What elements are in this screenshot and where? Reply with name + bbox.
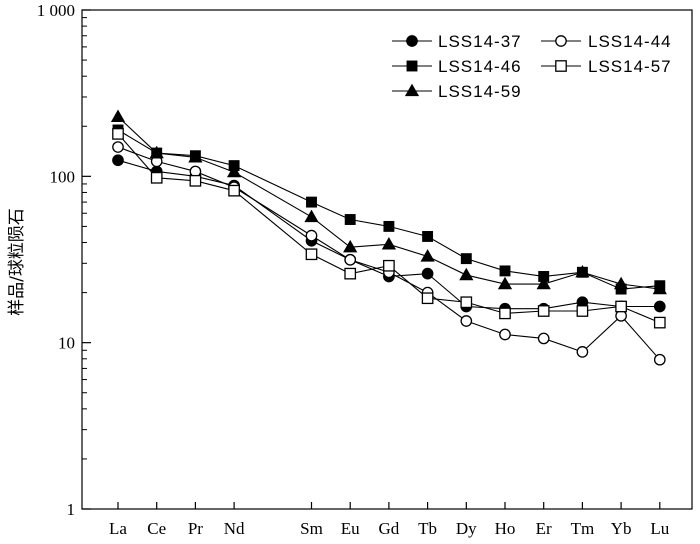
series-line-lss14-59 — [117, 116, 660, 290]
data-point — [149, 145, 164, 159]
legend-marker — [404, 83, 420, 97]
legend-marker — [555, 60, 567, 72]
data-point — [189, 174, 202, 187]
series-lss14-57 — [117, 133, 661, 324]
data-point — [422, 231, 434, 242]
data-point — [305, 248, 318, 261]
data-point — [306, 196, 317, 208]
legend-marker — [555, 35, 567, 47]
data-point — [459, 267, 474, 281]
data-point — [499, 265, 511, 277]
data-point — [615, 300, 627, 313]
series-line-lss14-57 — [117, 133, 661, 324]
data-point — [537, 305, 550, 317]
series-lss14-59 — [117, 116, 660, 290]
series-line-lss14-46 — [117, 129, 660, 290]
data-point — [497, 276, 513, 290]
legend-item-lss14-37: LSS14-37 — [392, 32, 522, 51]
data-point — [499, 307, 511, 320]
x-tick-label-tb: Tb — [418, 519, 437, 538]
y-tick-label: 10 — [58, 334, 75, 353]
legend-label: LSS14-59 — [438, 82, 522, 101]
x-tick-label-nd: Nd — [224, 519, 245, 538]
x-tick-label-ce: Ce — [147, 519, 166, 538]
data-point — [652, 281, 667, 295]
x-tick-label-pr: Pr — [188, 519, 203, 538]
markers-lss14-57 — [112, 128, 666, 329]
x-axis: La Ce Pr Nd Sm Eu Gd Tb Dy Ho Er Tm Yb Lu — [109, 502, 670, 538]
legend: LSS14-37 LSS14-44 LSS14-46 LSS14-57 LSS14-59 — [392, 32, 672, 101]
data-point — [150, 171, 163, 184]
data-point — [110, 109, 126, 122]
y-tick-label: 100 — [50, 167, 76, 186]
data-point — [383, 259, 395, 272]
series-layer — [110, 109, 667, 366]
x-tick-label-lu: Lu — [650, 519, 669, 538]
legend-label: LSS14-57 — [588, 57, 672, 76]
legend-item-lss14-59: LSS14-59 — [392, 82, 522, 101]
legend-item-lss14-46: LSS14-46 — [392, 57, 522, 76]
legend-item-lss14-44: LSS14-44 — [541, 32, 672, 51]
data-point — [420, 249, 435, 262]
legend-marker — [406, 35, 418, 47]
markers-lss14-44 — [112, 141, 666, 366]
x-tick-label-eu: Eu — [341, 519, 360, 538]
data-point — [421, 267, 434, 280]
x-tick-label-dy: Dy — [456, 519, 477, 538]
data-point — [188, 150, 203, 163]
data-point — [613, 276, 629, 290]
data-point — [112, 154, 124, 167]
data-point — [576, 346, 589, 358]
data-point — [653, 316, 666, 329]
data-point — [536, 276, 551, 290]
data-point — [575, 264, 590, 278]
data-point — [304, 209, 319, 223]
data-point — [460, 296, 473, 309]
plot-frame — [81, 9, 693, 510]
x-tick-label-tm: Tm — [571, 519, 595, 538]
data-point — [344, 253, 357, 266]
legend-label: LSS14-37 — [438, 32, 522, 51]
data-point — [381, 237, 397, 250]
data-point — [344, 214, 356, 225]
data-point — [112, 141, 124, 153]
data-point — [343, 239, 358, 253]
data-point — [460, 253, 472, 265]
data-point — [576, 305, 589, 317]
x-tick-label-yb: Yb — [611, 519, 632, 538]
markers-lss14-59 — [110, 109, 667, 295]
legend-label: LSS14-44 — [588, 32, 672, 51]
data-point — [460, 315, 473, 327]
x-tick-label-la: La — [109, 519, 127, 538]
legend-marker — [406, 60, 418, 72]
x-tick-label-sm: Sm — [300, 519, 323, 538]
series-line-lss14-37 — [117, 159, 660, 310]
data-point — [653, 300, 666, 313]
legend-label: LSS14-46 — [438, 57, 522, 76]
series-lss14-37 — [117, 159, 660, 310]
data-point — [228, 184, 240, 197]
data-point — [653, 353, 666, 366]
data-point — [537, 332, 550, 345]
data-point — [305, 229, 318, 242]
y-tick-label: 1 — [67, 500, 76, 519]
y-axis: 1 10 100 1 000 — [37, 1, 91, 519]
x-tick-label-gd: Gd — [379, 519, 400, 538]
data-point — [226, 164, 242, 178]
data-point — [421, 292, 434, 305]
y-tick-label: 1 000 — [37, 1, 75, 20]
data-point — [499, 328, 511, 341]
x-tick-label-ho: Ho — [495, 519, 516, 538]
x-tick-label-er: Er — [536, 519, 552, 538]
data-point — [112, 128, 124, 140]
y-axis-label: 样品/球粒陨石 — [7, 208, 27, 316]
legend-item-lss14-57: LSS14-57 — [541, 57, 672, 76]
data-point — [383, 220, 395, 232]
data-point — [344, 267, 357, 280]
series-lss14-46 — [117, 129, 660, 290]
